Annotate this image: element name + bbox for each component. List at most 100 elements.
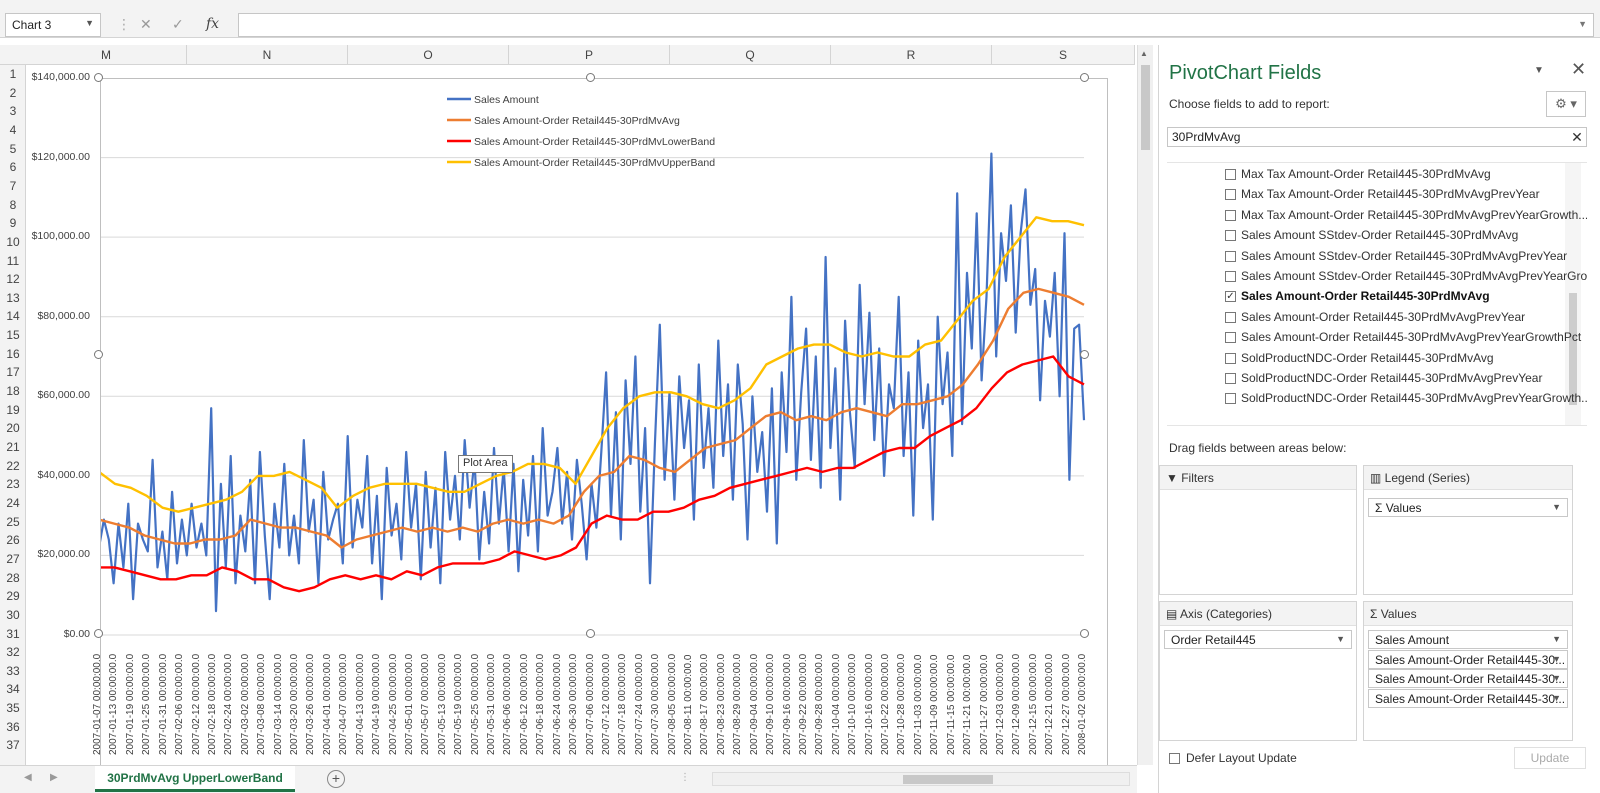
column-header-o[interactable]: O	[348, 45, 509, 65]
field-checkbox[interactable]	[1225, 169, 1236, 180]
field-item[interactable]: Sales Amount-Order Retail445-30PrdMvAvgP…	[1167, 307, 1563, 328]
row-header[interactable]: 8	[9, 197, 17, 212]
column-header-m[interactable]: M	[26, 45, 187, 65]
area-field-item[interactable]: Order Retail445 ▼	[1164, 630, 1352, 649]
field-item[interactable]: Max Tax Amount-Order Retail445-30PrdMvAv…	[1167, 205, 1587, 226]
name-box[interactable]: Chart 3 ▼	[5, 13, 101, 37]
field-checkbox[interactable]	[1225, 393, 1236, 405]
field-item[interactable]: Sales Amount SStdev-Order Retail445-30Pr…	[1167, 225, 1563, 246]
field-item[interactable]: ✓ Sales Amount-Order Retail445-30PrdMvAvg	[1167, 286, 1563, 307]
resize-handle[interactable]	[94, 73, 103, 82]
field-item[interactable]: Sales Amount SStdev-Order Retail445-30Pr…	[1167, 266, 1587, 287]
row-header[interactable]: 16	[6, 346, 20, 361]
field-checkbox[interactable]	[1225, 373, 1236, 384]
resize-handle[interactable]	[586, 629, 595, 638]
row-header[interactable]: 20	[6, 421, 20, 436]
field-search-input[interactable]: 30PrdMvAvg	[1167, 127, 1587, 147]
resize-handle[interactable]	[94, 350, 103, 359]
field-list-scrollbar[interactable]	[1565, 163, 1581, 425]
chevron-down-icon[interactable]: ▼	[1552, 634, 1561, 644]
row-header[interactable]: 6	[9, 160, 17, 175]
resize-handle[interactable]	[94, 629, 103, 638]
area-field-item[interactable]: Σ Values ▼	[1368, 498, 1568, 517]
field-item[interactable]: Max Tax Amount-Order Retail445-30PrdMvAv…	[1167, 184, 1563, 205]
field-checkbox[interactable]: ✓	[1225, 291, 1236, 303]
resize-handle[interactable]	[586, 73, 595, 82]
column-header-r[interactable]: R	[831, 45, 992, 65]
row-header[interactable]: 13	[6, 290, 20, 305]
row-header[interactable]: 7	[9, 178, 17, 193]
row-header[interactable]: 31	[6, 626, 20, 641]
scrollbar-thumb[interactable]	[1569, 293, 1577, 405]
field-item[interactable]: SoldProductNDC-Order Retail445-30PrdMvAv…	[1167, 348, 1563, 369]
insert-function-icon[interactable]: fx	[206, 16, 220, 32]
vertical-scrollbar[interactable]: ▲	[1137, 45, 1153, 765]
row-header[interactable]: 30	[6, 607, 20, 622]
field-checkbox[interactable]	[1225, 250, 1236, 262]
field-item[interactable]: SoldProductNDC-Order Retail445-30PrdMvAv…	[1167, 388, 1587, 409]
row-header[interactable]: 18	[6, 384, 20, 399]
row-header[interactable]: 1	[9, 67, 17, 81]
expand-formula-icon[interactable]: ▼	[1578, 19, 1587, 29]
chevron-down-icon[interactable]: ▼	[1552, 502, 1561, 512]
area-field-item[interactable]: Sales Amount-Order Retail445-30... ▼	[1368, 649, 1568, 669]
field-item[interactable]: Sales Amount SStdev-Order Retail445-30Pr…	[1167, 246, 1567, 267]
area-field-item[interactable]: Sales Amount ▼	[1368, 630, 1568, 649]
cancel-icon[interactable]: ✕	[140, 16, 152, 32]
row-header[interactable]: 37	[6, 738, 20, 753]
row-header[interactable]: 25	[6, 514, 20, 529]
row-header[interactable]: 17	[6, 365, 20, 380]
row-header[interactable]: 23	[6, 477, 20, 492]
resize-handle[interactable]	[1080, 629, 1089, 638]
sheet-tab[interactable]: 30PrdMvAvg UpperLowerBand	[95, 766, 295, 792]
chart-area[interactable]: Sales Amount Sales Amount-Order Retail445…	[100, 78, 1108, 768]
row-header[interactable]: 33	[6, 663, 20, 678]
chevron-down-icon[interactable]: ▼	[1552, 653, 1561, 664]
row-header[interactable]: 26	[6, 533, 20, 548]
add-sheet-button[interactable]: +	[327, 770, 345, 788]
column-header-s[interactable]: S	[992, 45, 1135, 65]
resize-handle[interactable]	[1080, 73, 1089, 82]
resize-handle[interactable]	[1080, 350, 1089, 359]
axis-area[interactable]: ▤ Axis (Categories) Order Retail445 ▼	[1159, 601, 1357, 741]
field-item[interactable]: Sales Amount-Order Retail445-30PrdMvAvgP…	[1167, 327, 1581, 348]
row-header[interactable]: 21	[6, 440, 20, 454]
next-sheet-icon[interactable]: ▶	[50, 772, 58, 783]
clear-search-icon[interactable]: ✕	[1571, 129, 1583, 145]
gear-button[interactable]: ⚙ ▾	[1546, 91, 1586, 117]
row-header[interactable]: 12	[6, 272, 20, 287]
row-header[interactable]: 2	[9, 85, 17, 100]
field-checkbox[interactable]	[1225, 230, 1236, 242]
column-header-n[interactable]: N	[187, 45, 348, 65]
row-header[interactable]: 35	[6, 701, 20, 716]
row-header[interactable]: 22	[6, 458, 20, 473]
scrollbar-thumb[interactable]	[903, 775, 993, 784]
defer-checkbox[interactable]	[1169, 753, 1180, 764]
area-field-item[interactable]: Sales Amount-Order Retail445-30... ▼	[1368, 669, 1568, 688]
row-header[interactable]: 34	[6, 682, 20, 697]
chevron-down-icon[interactable]: ▼	[85, 18, 94, 28]
row-header[interactable]: 36	[6, 719, 20, 734]
row-header[interactable]: 5	[9, 141, 17, 156]
row-header[interactable]: 27	[6, 551, 20, 566]
field-item[interactable]: Max Tax Amount-Order Retail445-30PrdMvAv…	[1167, 164, 1563, 185]
row-header[interactable]: 15	[6, 328, 20, 343]
row-header[interactable]: 11	[6, 253, 20, 268]
values-area[interactable]: Σ Values Sales Amount ▼ Sales Amount-Order…	[1363, 601, 1573, 741]
column-header-p[interactable]: P	[509, 45, 670, 65]
row-header[interactable]: 3	[9, 104, 17, 119]
field-item[interactable]: SoldProductNDC-Order Retail445-30PrdMvAv…	[1167, 368, 1563, 389]
prev-sheet-icon[interactable]: ◀	[24, 772, 32, 783]
scrollbar-thumb[interactable]	[1141, 65, 1150, 150]
update-button[interactable]: Update	[1514, 747, 1586, 769]
area-field-item[interactable]: Sales Amount-Order Retail445-30... ▼	[1368, 688, 1568, 708]
filters-area[interactable]: ▼ Filters	[1159, 465, 1357, 595]
field-checkbox[interactable]	[1225, 271, 1236, 282]
row-header[interactable]: 28	[6, 570, 20, 585]
row-header[interactable]: 10	[6, 234, 20, 249]
chevron-down-icon[interactable]: ▼	[1534, 65, 1544, 76]
row-header[interactable]: 9	[9, 216, 17, 231]
scroll-up-icon[interactable]: ▲	[1140, 49, 1148, 58]
field-checkbox[interactable]	[1225, 332, 1236, 344]
column-header-q[interactable]: Q	[670, 45, 831, 65]
